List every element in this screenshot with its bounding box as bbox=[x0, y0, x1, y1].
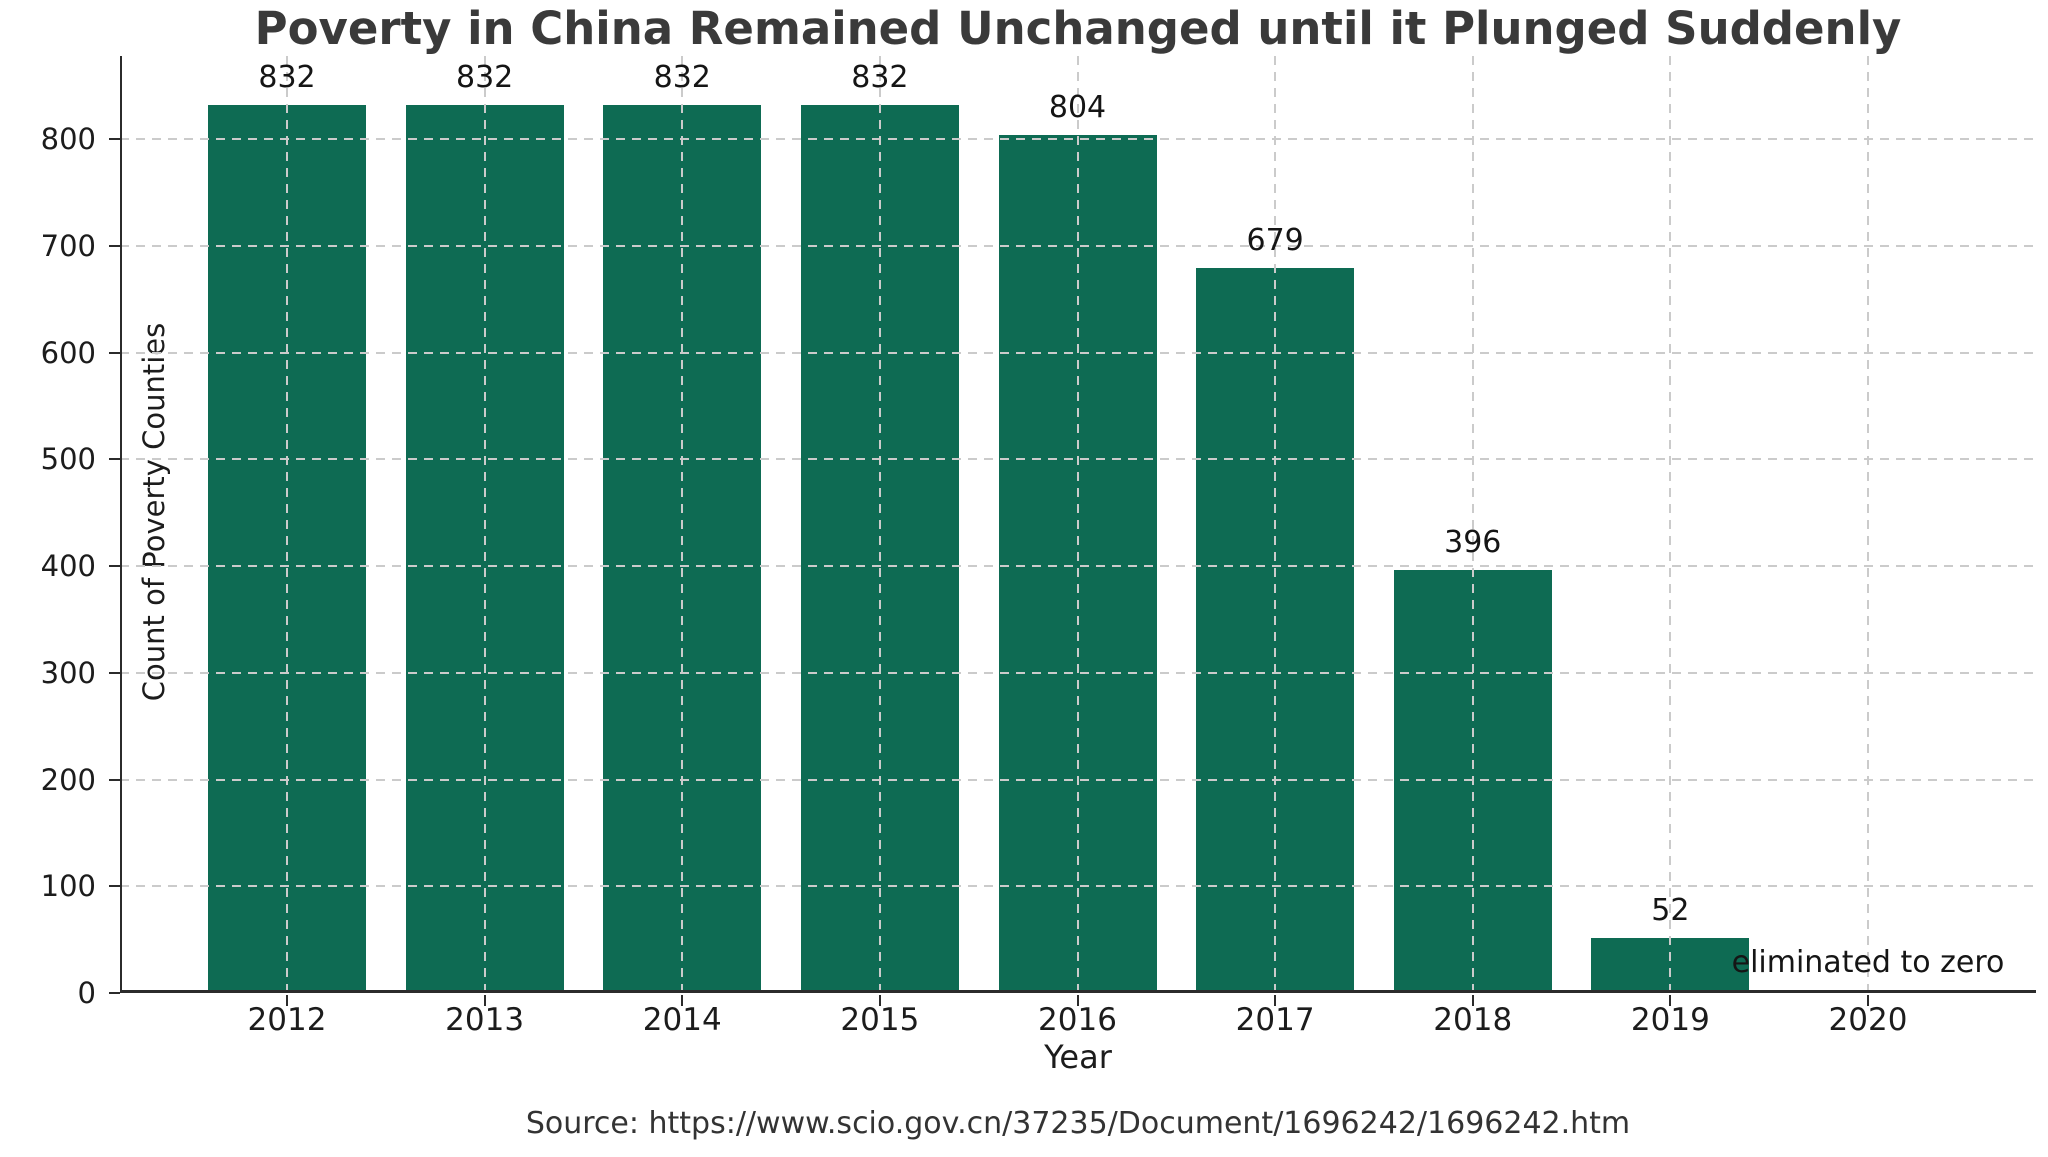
y-tick-mark bbox=[109, 565, 120, 568]
x-gridline bbox=[1867, 56, 1869, 993]
x-gridline bbox=[878, 56, 881, 993]
x-gridline bbox=[1669, 56, 1672, 993]
x-tick-label: 2016 bbox=[1038, 1002, 1117, 1038]
y-tick-label: 200 bbox=[40, 762, 96, 797]
y-tick-mark bbox=[109, 244, 120, 247]
x-tick-mark bbox=[681, 995, 684, 1006]
y-tick-label: 500 bbox=[40, 442, 96, 477]
x-tick-mark bbox=[1867, 995, 1869, 1006]
source-caption: Source: https://www.scio.gov.cn/37235/Do… bbox=[525, 1106, 1631, 1141]
x-axis-spine bbox=[120, 990, 2036, 993]
y-tick-label: 700 bbox=[40, 228, 96, 263]
annotation-label: eliminated to zero bbox=[1731, 945, 2005, 980]
chart-title: Poverty in China Remained Unchanged unti… bbox=[254, 2, 1902, 55]
y-tick-mark bbox=[109, 351, 120, 354]
y-tick-mark bbox=[109, 778, 120, 781]
bar-value-label: 832 bbox=[653, 60, 711, 96]
x-tick-label: 2013 bbox=[445, 1002, 525, 1038]
x-tick-mark bbox=[1669, 995, 1672, 1006]
x-tick-label: 2020 bbox=[1828, 1002, 1908, 1038]
plot-area: Count of Poverty Counties 0 100 200 300 400 5… bbox=[41, 56, 2036, 1038]
y-tick-mark bbox=[109, 671, 120, 674]
x-gridline bbox=[1471, 56, 1474, 993]
x-gridline bbox=[483, 56, 486, 993]
y-tick-label: 600 bbox=[40, 335, 96, 370]
bar-value-label: 832 bbox=[258, 60, 316, 96]
x-tick-label: 2015 bbox=[840, 1002, 920, 1038]
x-tick-label: 2012 bbox=[247, 1002, 327, 1038]
y-axis-label: Count of Poverty Counties bbox=[137, 322, 171, 702]
y-tick-label: 800 bbox=[40, 122, 96, 157]
x-axis-label: Year bbox=[1044, 1038, 1112, 1076]
bar-value-label: 52 bbox=[1651, 892, 1690, 928]
y-tick-label: 100 bbox=[40, 869, 96, 904]
x-tick-label: 2017 bbox=[1235, 1002, 1315, 1038]
x-tick-mark bbox=[483, 995, 486, 1006]
y-tick-label: 300 bbox=[40, 655, 96, 690]
x-tick-label: 2018 bbox=[1433, 1002, 1513, 1038]
x-gridline bbox=[1274, 56, 1277, 993]
x-tick-mark bbox=[1076, 995, 1079, 1006]
x-gridline bbox=[1076, 56, 1079, 993]
x-tick-mark bbox=[286, 995, 288, 1006]
y-tick-mark bbox=[109, 992, 120, 994]
x-tick-label: 2014 bbox=[642, 1002, 722, 1038]
y-tick-label: 400 bbox=[40, 549, 96, 584]
x-tick-mark bbox=[1274, 995, 1277, 1006]
x-gridline bbox=[681, 56, 684, 993]
y-tick-mark bbox=[109, 458, 120, 461]
bar-value-label: 804 bbox=[1048, 89, 1107, 125]
bar-value-label: 679 bbox=[1246, 223, 1304, 259]
y-axis-spine bbox=[120, 56, 122, 993]
bar-value-label: 396 bbox=[1444, 525, 1502, 561]
x-gridline bbox=[286, 56, 288, 993]
y-tick-label: 0 bbox=[77, 976, 96, 1010]
y-tick-mark bbox=[109, 885, 120, 888]
x-tick-mark bbox=[1471, 995, 1474, 1006]
x-tick-mark bbox=[878, 995, 881, 1006]
x-tick-label: 2019 bbox=[1630, 1002, 1710, 1038]
bar-value-label: 832 bbox=[455, 60, 514, 96]
bar-value-label: 832 bbox=[851, 60, 909, 96]
y-tick-mark bbox=[109, 138, 120, 141]
